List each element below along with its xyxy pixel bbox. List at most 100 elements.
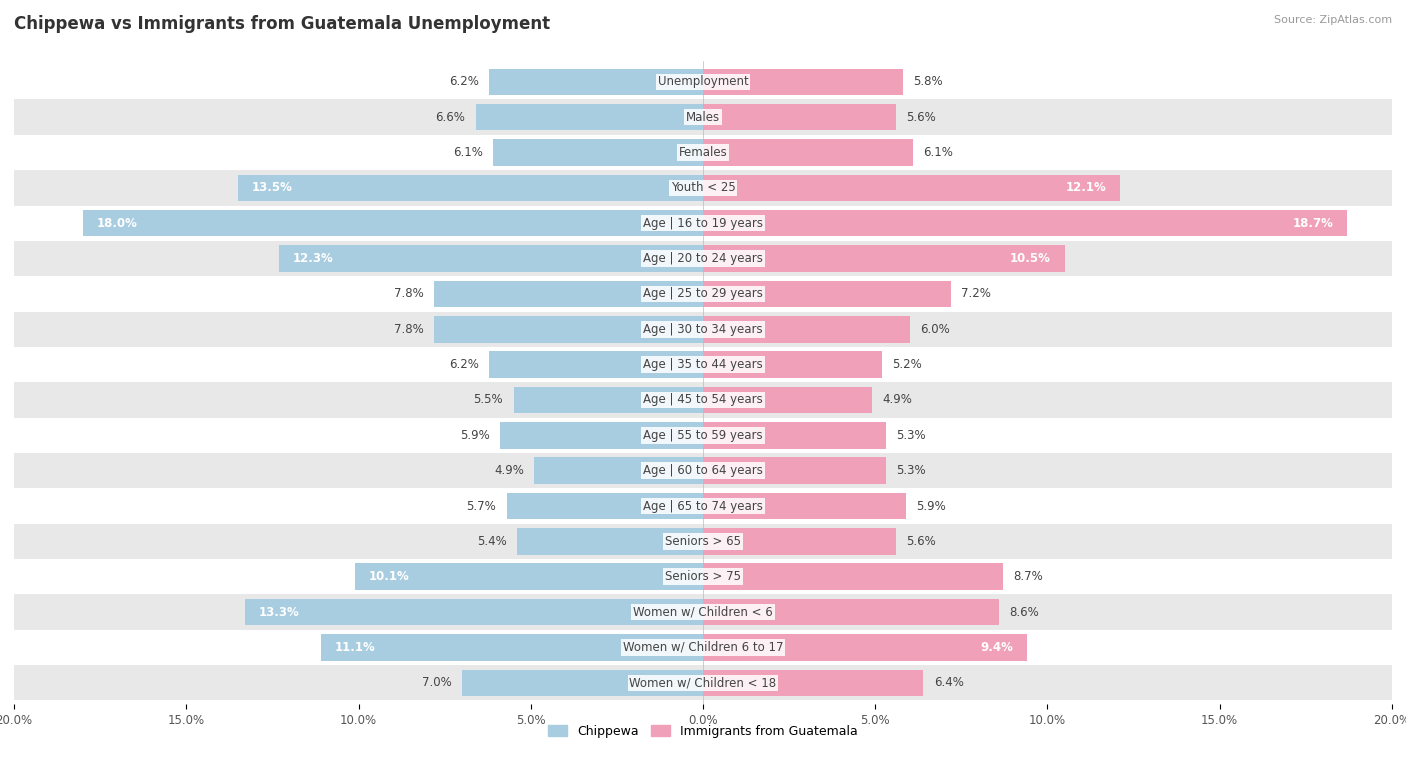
Bar [14, 64, 1392, 99]
Text: 10.1%: 10.1% [368, 570, 409, 583]
Bar [506, 493, 703, 519]
Bar [14, 594, 1392, 630]
Text: 5.3%: 5.3% [896, 464, 925, 477]
Bar [703, 422, 886, 449]
Text: 5.6%: 5.6% [907, 535, 936, 548]
Bar [513, 387, 703, 413]
Text: Age | 60 to 64 years: Age | 60 to 64 years [643, 464, 763, 477]
Text: 8.6%: 8.6% [1010, 606, 1039, 618]
Text: Females: Females [679, 146, 727, 159]
Bar [703, 104, 896, 130]
Bar [14, 276, 1392, 312]
Text: Age | 20 to 24 years: Age | 20 to 24 years [643, 252, 763, 265]
Bar [703, 139, 912, 166]
Text: 12.3%: 12.3% [292, 252, 333, 265]
Bar [703, 316, 910, 342]
Text: 7.2%: 7.2% [962, 288, 991, 301]
Bar [703, 175, 1119, 201]
Bar [280, 245, 703, 272]
Text: 18.0%: 18.0% [97, 217, 138, 229]
Text: Women w/ Children < 18: Women w/ Children < 18 [630, 676, 776, 690]
Bar [356, 563, 703, 590]
Bar [14, 488, 1392, 524]
Text: Age | 45 to 54 years: Age | 45 to 54 years [643, 394, 763, 407]
Text: 5.6%: 5.6% [907, 111, 936, 123]
Bar [14, 382, 1392, 418]
Text: Unemployment: Unemployment [658, 75, 748, 89]
Bar [14, 453, 1392, 488]
Bar [14, 347, 1392, 382]
Text: 6.4%: 6.4% [934, 676, 963, 690]
Text: 6.1%: 6.1% [453, 146, 482, 159]
Bar [14, 312, 1392, 347]
Text: Age | 55 to 59 years: Age | 55 to 59 years [643, 428, 763, 442]
Bar [534, 457, 703, 484]
Bar [14, 665, 1392, 700]
Legend: Chippewa, Immigrants from Guatemala: Chippewa, Immigrants from Guatemala [543, 720, 863, 743]
Text: Seniors > 75: Seniors > 75 [665, 570, 741, 583]
Text: 6.6%: 6.6% [436, 111, 465, 123]
Bar [14, 205, 1392, 241]
Text: 13.5%: 13.5% [252, 182, 292, 195]
Text: Age | 30 to 34 years: Age | 30 to 34 years [643, 322, 763, 336]
Bar [489, 351, 703, 378]
Text: Age | 65 to 74 years: Age | 65 to 74 years [643, 500, 763, 512]
Bar [703, 457, 886, 484]
Text: Chippewa vs Immigrants from Guatemala Unemployment: Chippewa vs Immigrants from Guatemala Un… [14, 15, 550, 33]
Bar [703, 281, 950, 307]
Bar [703, 387, 872, 413]
Bar [245, 599, 703, 625]
Bar [703, 351, 882, 378]
Text: Seniors > 65: Seniors > 65 [665, 535, 741, 548]
Text: 4.9%: 4.9% [494, 464, 524, 477]
Text: 9.4%: 9.4% [980, 641, 1012, 654]
Text: 5.7%: 5.7% [467, 500, 496, 512]
Bar [14, 524, 1392, 559]
Bar [83, 210, 703, 236]
Text: 12.1%: 12.1% [1066, 182, 1107, 195]
Text: Males: Males [686, 111, 720, 123]
Text: 7.8%: 7.8% [394, 322, 425, 336]
Bar [703, 599, 1000, 625]
Text: 8.7%: 8.7% [1012, 570, 1043, 583]
Text: 7.8%: 7.8% [394, 288, 425, 301]
Text: Women w/ Children < 6: Women w/ Children < 6 [633, 606, 773, 618]
Bar [14, 630, 1392, 665]
Bar [703, 634, 1026, 661]
Bar [14, 241, 1392, 276]
Bar [517, 528, 703, 555]
Bar [703, 669, 924, 696]
Text: Women w/ Children 6 to 17: Women w/ Children 6 to 17 [623, 641, 783, 654]
Bar [703, 245, 1064, 272]
Bar [703, 69, 903, 95]
Bar [499, 422, 703, 449]
Text: Youth < 25: Youth < 25 [671, 182, 735, 195]
Bar [475, 104, 703, 130]
Text: 5.9%: 5.9% [917, 500, 946, 512]
Bar [238, 175, 703, 201]
Text: 18.7%: 18.7% [1292, 217, 1333, 229]
Bar [14, 135, 1392, 170]
Bar [14, 559, 1392, 594]
Bar [434, 281, 703, 307]
Text: 10.5%: 10.5% [1010, 252, 1050, 265]
Text: 6.0%: 6.0% [920, 322, 950, 336]
Text: 5.3%: 5.3% [896, 428, 925, 442]
Text: 6.2%: 6.2% [450, 358, 479, 371]
Text: Age | 35 to 44 years: Age | 35 to 44 years [643, 358, 763, 371]
Bar [461, 669, 703, 696]
Text: 11.1%: 11.1% [335, 641, 375, 654]
Bar [703, 563, 1002, 590]
Bar [434, 316, 703, 342]
Text: 5.4%: 5.4% [477, 535, 506, 548]
Text: 7.0%: 7.0% [422, 676, 451, 690]
Text: 5.8%: 5.8% [912, 75, 943, 89]
Text: Age | 16 to 19 years: Age | 16 to 19 years [643, 217, 763, 229]
Text: 13.3%: 13.3% [259, 606, 299, 618]
Bar [489, 69, 703, 95]
Text: 4.9%: 4.9% [882, 394, 912, 407]
Bar [321, 634, 703, 661]
Text: 5.5%: 5.5% [474, 394, 503, 407]
Bar [703, 528, 896, 555]
Text: Age | 25 to 29 years: Age | 25 to 29 years [643, 288, 763, 301]
